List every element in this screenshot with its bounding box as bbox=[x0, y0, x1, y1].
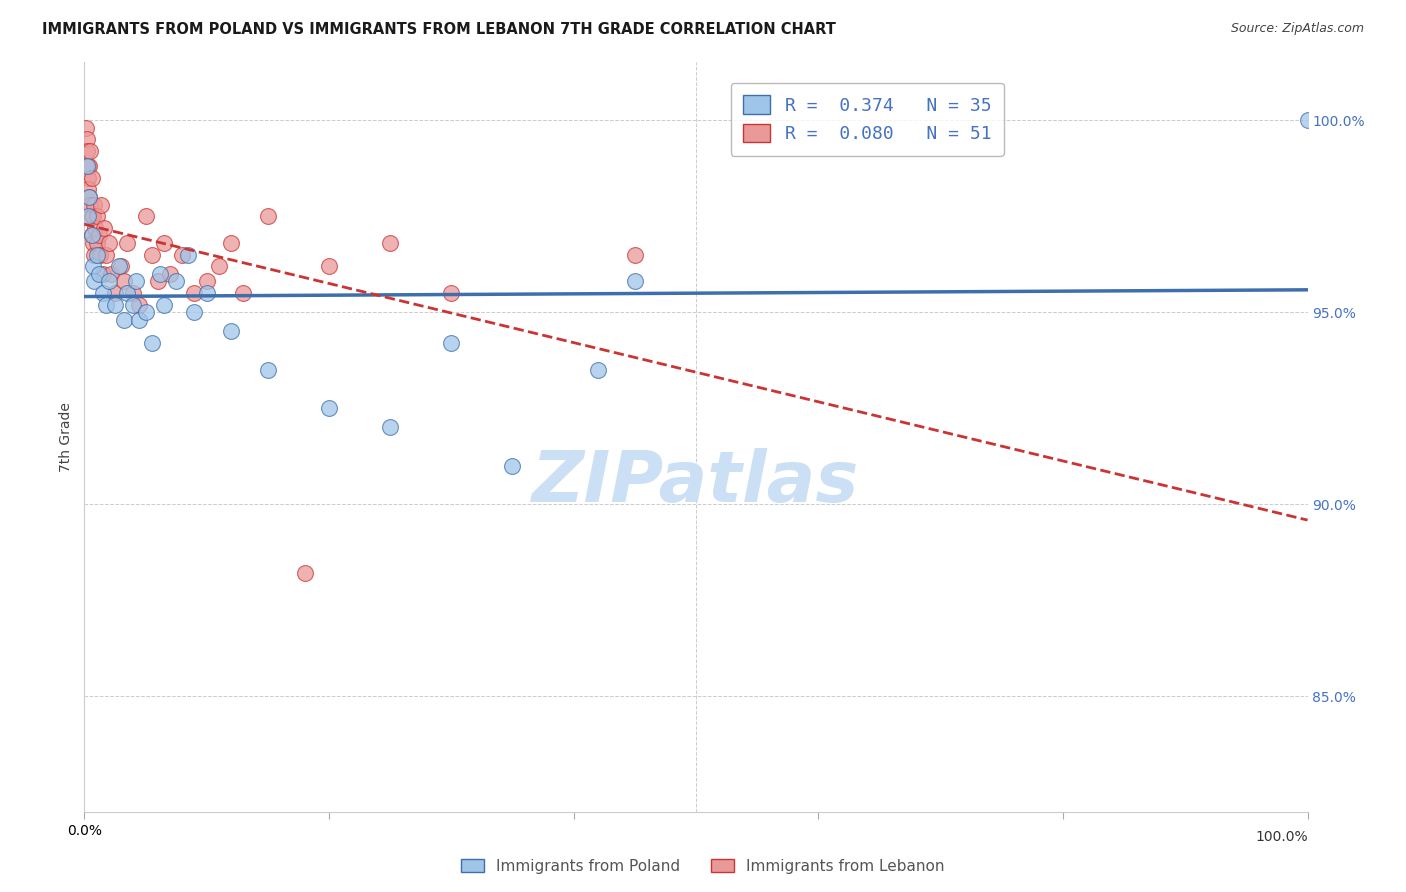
Text: IMMIGRANTS FROM POLAND VS IMMIGRANTS FROM LEBANON 7TH GRADE CORRELATION CHART: IMMIGRANTS FROM POLAND VS IMMIGRANTS FRO… bbox=[42, 22, 837, 37]
Point bbox=[257, 209, 280, 223]
Point bbox=[122, 297, 145, 311]
Point bbox=[104, 297, 127, 311]
Point bbox=[86, 209, 108, 223]
Point bbox=[208, 259, 231, 273]
Point bbox=[89, 247, 111, 261]
Point bbox=[135, 209, 157, 223]
Point bbox=[91, 285, 114, 300]
Point bbox=[125, 275, 148, 289]
Point bbox=[86, 235, 108, 250]
Point bbox=[112, 313, 135, 327]
Point bbox=[232, 285, 254, 300]
Point bbox=[84, 220, 107, 235]
Point bbox=[128, 297, 150, 311]
Point bbox=[318, 259, 340, 273]
Point bbox=[122, 285, 145, 300]
Point bbox=[380, 420, 402, 434]
Text: ZIPatlas: ZIPatlas bbox=[533, 448, 859, 516]
Point bbox=[195, 285, 218, 300]
Point bbox=[96, 297, 118, 311]
Point bbox=[159, 267, 181, 281]
Y-axis label: 7th Grade: 7th Grade bbox=[59, 402, 73, 472]
Point bbox=[100, 267, 122, 281]
Point bbox=[79, 144, 101, 158]
Point bbox=[97, 275, 120, 289]
Legend: R =  0.374   N = 35, R =  0.080   N = 51: R = 0.374 N = 35, R = 0.080 N = 51 bbox=[731, 83, 1004, 156]
Point bbox=[380, 235, 402, 250]
Point bbox=[80, 228, 103, 243]
Point bbox=[77, 159, 100, 173]
Point bbox=[624, 275, 647, 289]
Point bbox=[165, 275, 187, 289]
Point bbox=[76, 144, 98, 158]
Point bbox=[195, 275, 218, 289]
Point bbox=[77, 159, 100, 173]
Point bbox=[141, 247, 163, 261]
Point bbox=[104, 285, 127, 300]
Point bbox=[146, 275, 169, 289]
Point bbox=[87, 228, 110, 243]
Point bbox=[80, 228, 103, 243]
Point bbox=[86, 247, 108, 261]
Point bbox=[83, 275, 105, 289]
Point bbox=[77, 182, 100, 196]
Point bbox=[112, 275, 135, 289]
Point bbox=[77, 170, 100, 185]
Point bbox=[77, 190, 100, 204]
Point bbox=[149, 267, 172, 281]
Point bbox=[79, 197, 101, 211]
Point bbox=[219, 235, 242, 250]
Point bbox=[77, 190, 100, 204]
Point bbox=[82, 235, 104, 250]
Point bbox=[77, 209, 100, 223]
Point bbox=[219, 325, 242, 339]
Point bbox=[440, 285, 463, 300]
Point bbox=[128, 313, 150, 327]
Point bbox=[93, 220, 115, 235]
Point bbox=[80, 170, 103, 185]
Text: 100.0%: 100.0% bbox=[1256, 830, 1308, 845]
Point bbox=[91, 267, 114, 281]
Point bbox=[257, 363, 280, 377]
Point bbox=[294, 566, 316, 581]
Text: Source: ZipAtlas.com: Source: ZipAtlas.com bbox=[1230, 22, 1364, 36]
Point bbox=[177, 247, 200, 261]
Point bbox=[75, 120, 97, 135]
Point bbox=[83, 197, 105, 211]
Point bbox=[76, 132, 98, 146]
Point bbox=[115, 285, 138, 300]
Point bbox=[82, 259, 104, 273]
Point bbox=[153, 235, 176, 250]
Point bbox=[183, 285, 205, 300]
Point bbox=[1296, 113, 1319, 128]
Point bbox=[502, 458, 524, 473]
Point bbox=[172, 247, 194, 261]
Point bbox=[440, 335, 463, 350]
Point bbox=[80, 209, 103, 223]
Point bbox=[153, 297, 176, 311]
Point bbox=[90, 197, 112, 211]
Point bbox=[76, 159, 98, 173]
Point bbox=[107, 259, 129, 273]
Point bbox=[115, 235, 138, 250]
Point bbox=[318, 401, 340, 416]
Point bbox=[97, 235, 120, 250]
Point bbox=[135, 305, 157, 319]
Point bbox=[83, 247, 105, 261]
Point bbox=[87, 267, 110, 281]
Point bbox=[110, 259, 132, 273]
Legend: Immigrants from Poland, Immigrants from Lebanon: Immigrants from Poland, Immigrants from … bbox=[456, 853, 950, 880]
Point bbox=[141, 335, 163, 350]
Point bbox=[624, 247, 647, 261]
Point bbox=[183, 305, 205, 319]
Point bbox=[96, 247, 118, 261]
Point bbox=[82, 209, 104, 223]
Point bbox=[586, 363, 609, 377]
